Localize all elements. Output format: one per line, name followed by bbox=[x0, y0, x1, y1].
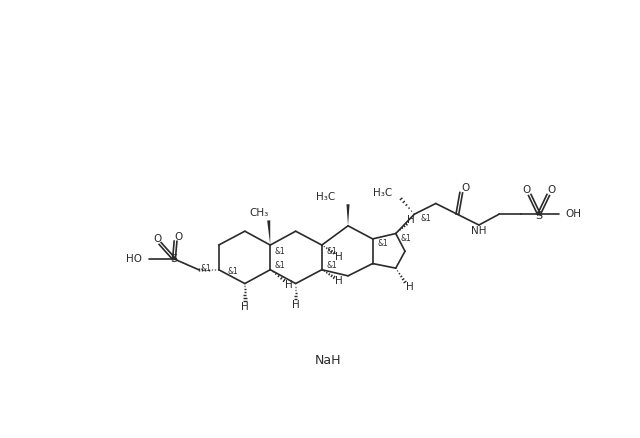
Text: OH: OH bbox=[565, 209, 581, 219]
Polygon shape bbox=[346, 204, 349, 226]
Text: O: O bbox=[522, 185, 531, 194]
Text: &1: &1 bbox=[228, 267, 239, 276]
Text: &1: &1 bbox=[275, 261, 285, 269]
Text: HO: HO bbox=[125, 254, 141, 264]
Text: O: O bbox=[175, 232, 183, 242]
Text: H: H bbox=[241, 302, 249, 312]
Text: &1: &1 bbox=[200, 264, 211, 273]
Text: H₃C: H₃C bbox=[372, 188, 392, 198]
Text: H: H bbox=[406, 215, 414, 225]
Text: H: H bbox=[335, 276, 342, 286]
Text: &1: &1 bbox=[275, 247, 285, 256]
Text: S: S bbox=[536, 211, 543, 221]
Text: &1: &1 bbox=[326, 261, 337, 269]
Text: &1: &1 bbox=[378, 239, 388, 248]
Text: &1: &1 bbox=[420, 214, 431, 223]
Polygon shape bbox=[267, 220, 270, 245]
Text: NH: NH bbox=[471, 226, 486, 236]
Text: CH₃: CH₃ bbox=[250, 208, 269, 218]
Text: H: H bbox=[406, 283, 413, 293]
Text: O: O bbox=[547, 185, 556, 194]
Text: H: H bbox=[285, 280, 292, 290]
Text: NaH: NaH bbox=[315, 354, 341, 367]
Text: &1: &1 bbox=[326, 247, 337, 256]
Text: O: O bbox=[153, 234, 161, 244]
Text: H₃C: H₃C bbox=[316, 191, 336, 201]
Text: H: H bbox=[335, 251, 342, 261]
Text: &1: &1 bbox=[401, 233, 411, 243]
Text: O: O bbox=[461, 183, 470, 193]
Text: S: S bbox=[170, 254, 177, 264]
Text: H: H bbox=[292, 300, 300, 310]
